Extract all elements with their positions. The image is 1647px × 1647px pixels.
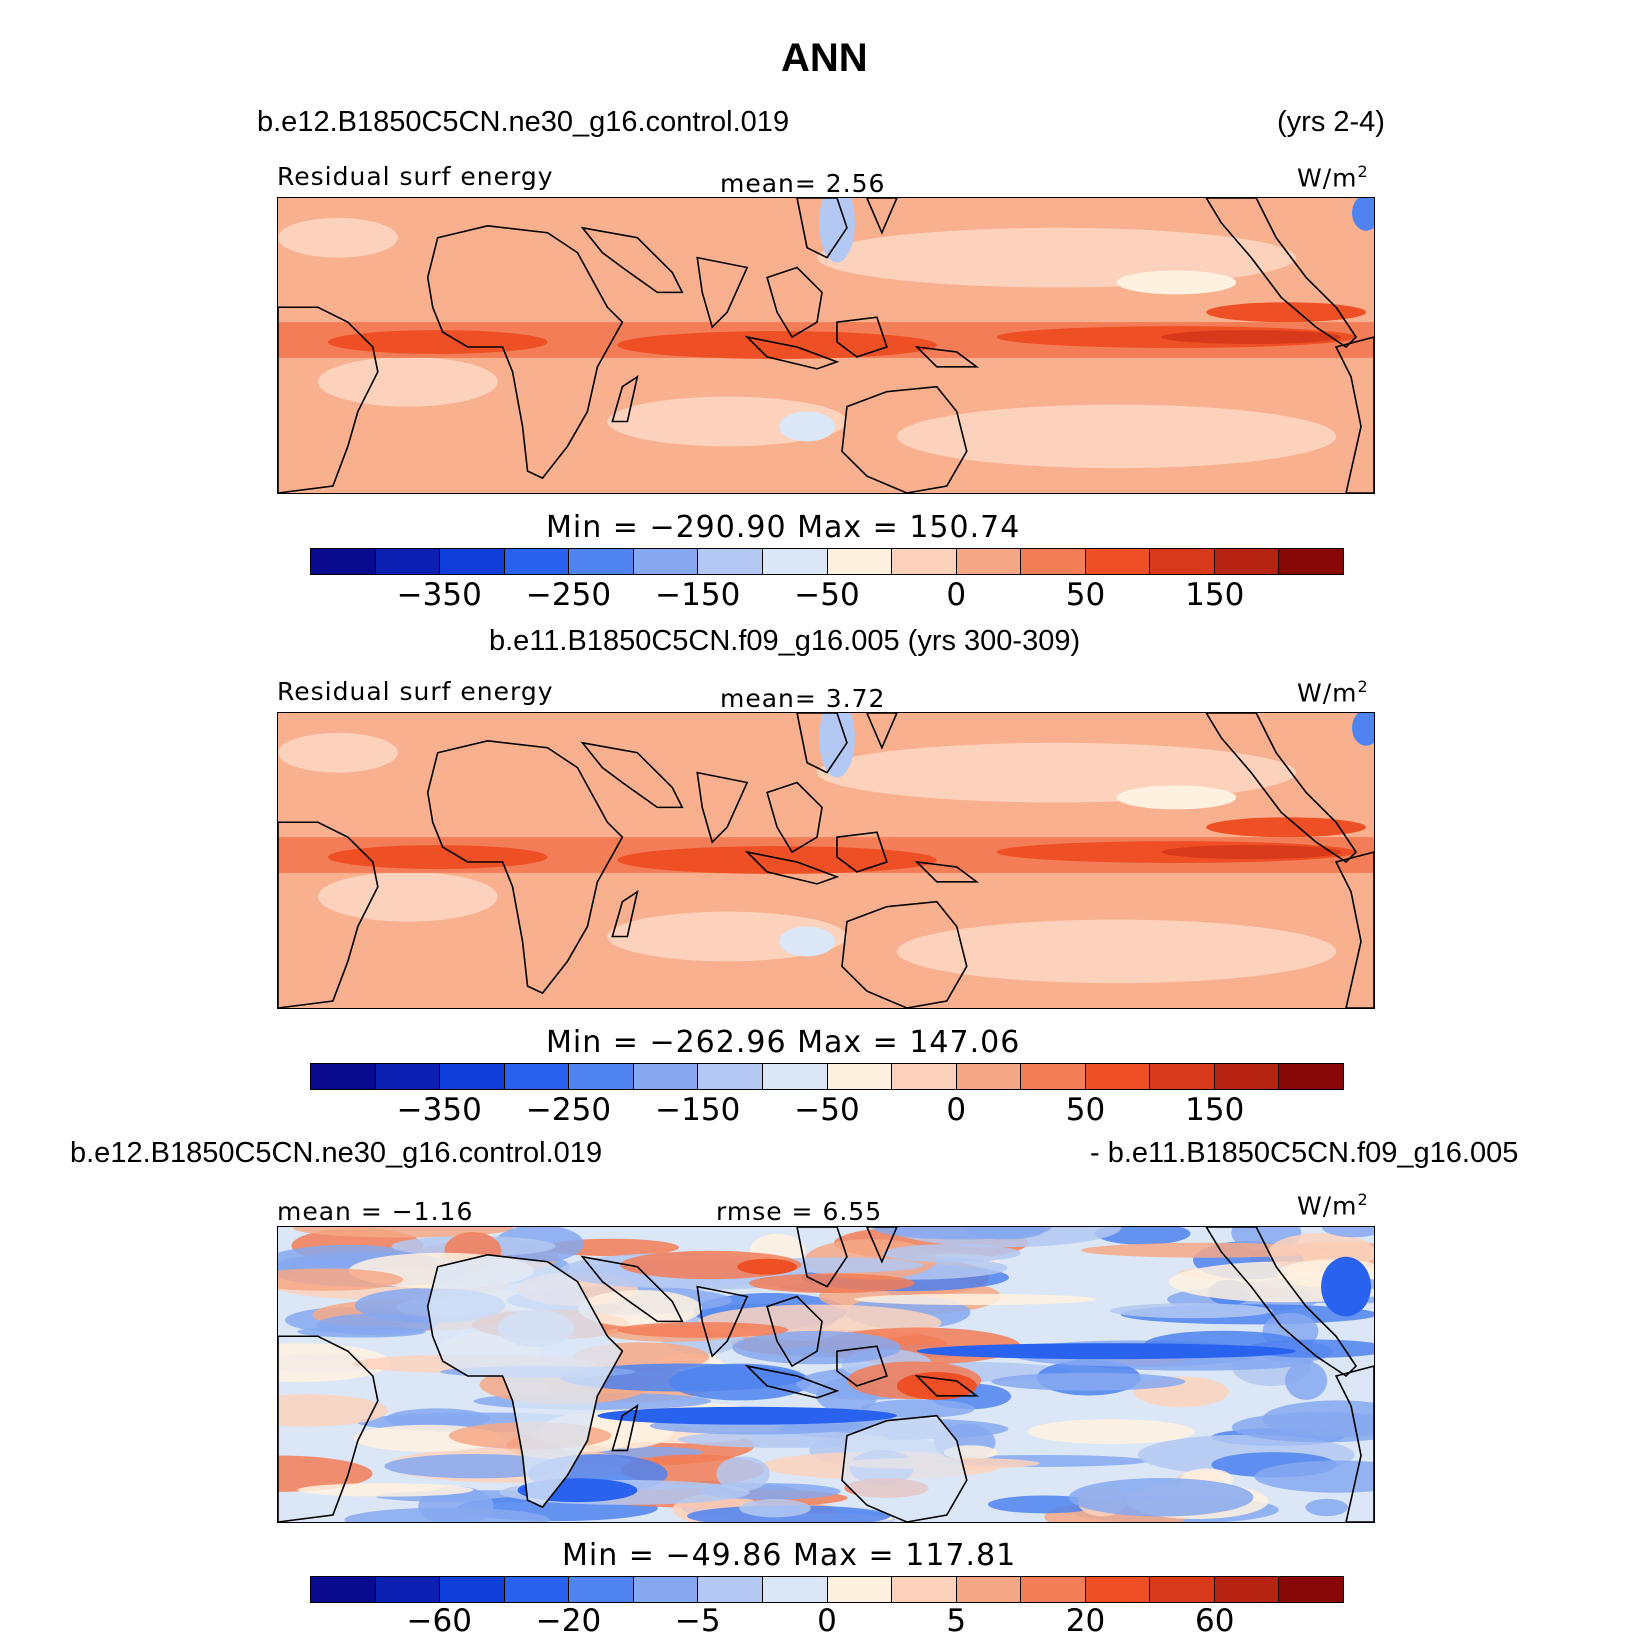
colorbar-tick-label: 5 bbox=[946, 1603, 967, 1639]
colorbar-tick-label: 150 bbox=[1185, 577, 1245, 613]
colorbar-tick-label: −60 bbox=[406, 1603, 472, 1639]
colorbar-swatch bbox=[375, 1064, 441, 1089]
colorbar-swatch bbox=[1279, 549, 1343, 574]
colorbar-tick-label: 60 bbox=[1195, 1603, 1235, 1639]
colorbar-swatch bbox=[569, 1577, 634, 1602]
colorbar-tick-label: −350 bbox=[396, 577, 482, 613]
colorbar-swatch bbox=[698, 1577, 763, 1602]
colorbar-swatch bbox=[827, 1577, 893, 1602]
colorbar-swatch bbox=[440, 1577, 505, 1602]
colorbar-tick-label: 150 bbox=[1185, 1092, 1245, 1128]
colorbar-swatch bbox=[892, 549, 957, 574]
panel1-map bbox=[277, 197, 1375, 494]
panel2-case-name: b.e11.B1850C5CN.f09_g16.005 (yrs 300-309… bbox=[489, 625, 1081, 657]
colorbar-swatch bbox=[698, 1064, 763, 1089]
colorbar-swatch bbox=[762, 549, 828, 574]
colorbar-swatch bbox=[892, 1577, 957, 1602]
colorbar-swatch bbox=[311, 549, 376, 574]
colorbar-tick-label: 0 bbox=[817, 1603, 837, 1639]
colorbar-tick-label: 0 bbox=[946, 577, 967, 613]
colorbar-tick-label: −250 bbox=[525, 1092, 612, 1128]
panel2-variable-label: Residual surf energy bbox=[277, 677, 554, 706]
colorbar-swatch bbox=[1085, 549, 1151, 574]
colorbar-swatch bbox=[1021, 1064, 1086, 1089]
panel3-rmse: rmse = 6.55 bbox=[716, 1197, 883, 1226]
panel3-map bbox=[277, 1226, 1375, 1523]
colorbar-tick-label: −20 bbox=[535, 1603, 602, 1639]
colorbar-tick-label: 0 bbox=[946, 1092, 967, 1128]
panel3-min-max: Min = −49.86 Max = 117.81 bbox=[562, 1538, 1017, 1573]
colorbar-swatch bbox=[1150, 1577, 1215, 1602]
colorbar-tick-label: −250 bbox=[525, 577, 612, 613]
colorbar-swatch bbox=[956, 1577, 1022, 1602]
panel1-min-max: Min = −290.90 Max = 150.74 bbox=[546, 510, 1021, 545]
colorbar-swatch bbox=[633, 1064, 699, 1089]
colorbar-tick-label: 50 bbox=[1065, 1092, 1106, 1128]
panel2-colorbar-ticks: −350 −250 −150 −50 0 50 150 bbox=[0, 1092, 1647, 1132]
panel1-case-name: b.e12.B1850C5CN.ne30_g16.control.019 bbox=[257, 106, 790, 138]
panel1-colorbar-ticks: −350 −250 −150 −50 0 50 150 bbox=[0, 577, 1647, 617]
panel3-units: W/m2 bbox=[1297, 1190, 1369, 1221]
panel1-mean: mean= 2.56 bbox=[720, 169, 886, 198]
panel2-min-max: Min = −262.96 Max = 147.06 bbox=[546, 1025, 1021, 1060]
map-field bbox=[278, 1227, 1374, 1522]
colorbar-swatch bbox=[1214, 1577, 1280, 1602]
colorbar-swatch bbox=[633, 549, 699, 574]
panel2-map bbox=[277, 712, 1375, 1009]
colorbar-swatch bbox=[569, 549, 634, 574]
colorbar-swatch bbox=[375, 549, 441, 574]
colorbar-swatch bbox=[1150, 1064, 1215, 1089]
colorbar-swatch bbox=[1085, 1064, 1151, 1089]
colorbar-swatch bbox=[1021, 549, 1086, 574]
colorbar-tick-label: −150 bbox=[655, 1092, 741, 1128]
panel1-variable-label: Residual surf energy bbox=[277, 162, 554, 191]
panel2-mean: mean= 3.72 bbox=[720, 684, 886, 713]
colorbar-tick-label: 20 bbox=[1065, 1603, 1106, 1639]
panel2-units: W/m2 bbox=[1297, 677, 1369, 708]
colorbar-swatch bbox=[504, 1064, 570, 1089]
colorbar-swatch bbox=[762, 1064, 828, 1089]
colorbar-swatch bbox=[633, 1577, 699, 1602]
colorbar-swatch bbox=[827, 1064, 893, 1089]
colorbar-swatch bbox=[1214, 1064, 1280, 1089]
colorbar-swatch bbox=[1021, 1577, 1086, 1602]
colorbar-swatch bbox=[1279, 1577, 1343, 1602]
colorbar-swatch bbox=[892, 1064, 957, 1089]
colorbar-tick-label: −150 bbox=[655, 577, 741, 613]
colorbar-tick-label: −350 bbox=[396, 1092, 482, 1128]
panel3-case-name: b.e12.B1850C5CN.ne30_g16.control.019 bbox=[70, 1137, 603, 1169]
colorbar-swatch bbox=[956, 549, 1022, 574]
colorbar-tick-label: −5 bbox=[674, 1603, 721, 1639]
panel1-colorbar bbox=[310, 548, 1344, 575]
colorbar-swatch bbox=[956, 1064, 1022, 1089]
panel2-colorbar bbox=[310, 1063, 1344, 1090]
colorbar-tick-label: −50 bbox=[794, 577, 860, 613]
map-field bbox=[278, 713, 1374, 1008]
map-field bbox=[278, 198, 1374, 493]
colorbar-swatch bbox=[1279, 1064, 1343, 1089]
figure-title: ANN bbox=[781, 36, 868, 80]
panel3-minus-case-name: - b.e11.B1850C5CN.f09_g16.005 bbox=[1090, 1137, 1519, 1169]
colorbar-tick-label: −50 bbox=[794, 1092, 860, 1128]
colorbar-tick-label: 50 bbox=[1065, 577, 1106, 613]
colorbar-swatch bbox=[311, 1064, 376, 1089]
colorbar-swatch bbox=[827, 549, 893, 574]
colorbar-swatch bbox=[375, 1577, 441, 1602]
colorbar-swatch bbox=[504, 549, 570, 574]
panel3-colorbar-ticks: −60 −20 −5 0 5 20 60 bbox=[0, 1603, 1647, 1643]
panel1-years: (yrs 2-4) bbox=[1277, 106, 1385, 138]
colorbar-swatch bbox=[569, 1064, 634, 1089]
colorbar-swatch bbox=[1150, 549, 1215, 574]
colorbar-swatch bbox=[1085, 1577, 1151, 1602]
colorbar-swatch bbox=[698, 549, 763, 574]
panel1-units: W/m2 bbox=[1297, 162, 1369, 193]
panel3-colorbar bbox=[310, 1576, 1344, 1603]
colorbar-swatch bbox=[440, 1064, 505, 1089]
colorbar-swatch bbox=[1214, 549, 1280, 574]
colorbar-swatch bbox=[311, 1577, 376, 1602]
panel3-mean: mean = −1.16 bbox=[277, 1197, 474, 1226]
colorbar-swatch bbox=[762, 1577, 828, 1602]
colorbar-swatch bbox=[440, 549, 505, 574]
colorbar-swatch bbox=[504, 1577, 570, 1602]
